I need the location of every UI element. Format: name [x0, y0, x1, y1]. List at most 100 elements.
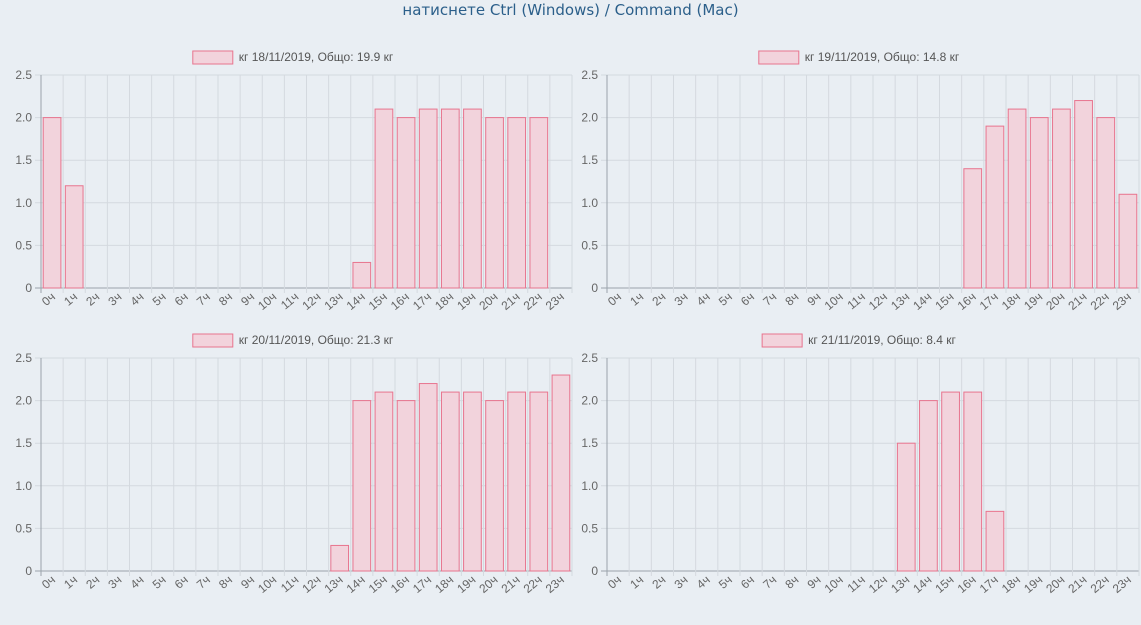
- x-tick-label: 10ч: [822, 573, 846, 596]
- x-tick-label: 7ч: [194, 573, 213, 592]
- bar-16ч[interactable]: [396, 117, 416, 289]
- x-tick-label: 21ч: [1065, 290, 1089, 313]
- bar-22ч[interactable]: [529, 391, 549, 572]
- x-tick-label: 15ч: [932, 573, 956, 596]
- bar-21ч[interactable]: [1074, 100, 1093, 289]
- bar-16ч[interactable]: [396, 400, 416, 572]
- bar-16ч[interactable]: [963, 391, 983, 572]
- x-tick-label: 16ч: [388, 290, 412, 313]
- chart-1: 00.51.01.52.02.50ч 1ч 2ч 3ч 4ч 5ч 6ч 7ч 8ч 9ч10ч1…: [15, 50, 573, 313]
- x-tick-label: 12ч: [866, 573, 890, 596]
- x-tick-label: 18ч: [999, 290, 1023, 313]
- x-tick-label: 13ч: [888, 573, 912, 596]
- bar-23ч[interactable]: [1118, 193, 1138, 289]
- x-tick-label: 5ч: [716, 573, 735, 592]
- x-tick-label: 6ч: [738, 573, 757, 592]
- bar-14ч[interactable]: [352, 261, 372, 289]
- x-tick-label: 9ч: [805, 573, 824, 592]
- x-tick-label: 5ч: [150, 573, 169, 592]
- x-tick-label: 23ч: [543, 573, 567, 596]
- x-tick-label: 14ч: [910, 573, 934, 596]
- x-tick-label: 6ч: [172, 290, 191, 309]
- x-tick-label: 23ч: [1110, 573, 1134, 596]
- bar-17ч[interactable]: [418, 108, 438, 289]
- x-tick-label: 0ч: [39, 290, 58, 309]
- x-tick-label: 4ч: [128, 290, 147, 309]
- bar-14ч[interactable]: [352, 400, 372, 572]
- x-tick-label: 4ч: [694, 290, 713, 309]
- bar-21ч[interactable]: [507, 391, 527, 572]
- x-tick-label: 6ч: [738, 290, 757, 309]
- bar-21ч[interactable]: [507, 117, 527, 289]
- x-tick-label: 6ч: [172, 573, 191, 592]
- x-tick-label: 10ч: [255, 290, 279, 313]
- x-tick-label: 23ч: [1110, 290, 1134, 313]
- bar-15ч[interactable]: [941, 391, 960, 572]
- legend-swatch[interactable]: [758, 50, 800, 65]
- bar-22ч[interactable]: [1096, 117, 1116, 289]
- bar-17ч[interactable]: [985, 125, 1005, 289]
- x-tick-label: 18ч: [999, 573, 1023, 596]
- x-tick-label: 4ч: [694, 573, 713, 592]
- x-tick-label: 17ч: [410, 290, 434, 313]
- bar-20ч[interactable]: [485, 400, 504, 572]
- x-tick-label: 14ч: [344, 573, 368, 596]
- x-tick-label: 14ч: [344, 290, 368, 313]
- x-tick-label: 17ч: [977, 573, 1001, 596]
- y-tick-label: 0.5: [581, 238, 598, 252]
- bar-17ч[interactable]: [418, 383, 438, 572]
- x-tick-label: 20ч: [1043, 290, 1067, 313]
- bar-22ч[interactable]: [529, 117, 549, 289]
- bar-17ч[interactable]: [985, 510, 1005, 572]
- bar-20ч[interactable]: [1052, 108, 1071, 289]
- legend-swatch[interactable]: [192, 50, 234, 65]
- x-tick-label: 20ч: [476, 573, 500, 596]
- bar-20ч[interactable]: [485, 117, 504, 289]
- x-tick-label: 9ч: [805, 290, 824, 309]
- legend-swatch[interactable]: [192, 333, 234, 348]
- y-tick-label: 2.5: [581, 351, 598, 365]
- legend-label: кг 21/11/2019, Общо: 8.4 кг: [808, 333, 956, 347]
- y-tick-label: 0: [591, 564, 598, 578]
- x-tick-label: 15ч: [366, 573, 390, 596]
- bar-14ч[interactable]: [919, 400, 938, 572]
- x-tick-label: 3ч: [105, 573, 124, 592]
- x-tick-label: 1ч: [61, 290, 80, 309]
- bar-19ч[interactable]: [463, 108, 482, 289]
- chart-4: 00.51.01.52.02.50ч 1ч 2ч 3ч 4ч 5ч 6ч 7ч 8ч 9ч10ч1…: [581, 333, 1140, 596]
- bar-13ч[interactable]: [330, 544, 350, 572]
- legend-swatch[interactable]: [761, 333, 803, 348]
- bar-18ч[interactable]: [1007, 108, 1027, 289]
- y-tick-label: 2.5: [581, 68, 598, 82]
- x-tick-label: 17ч: [977, 290, 1001, 313]
- legend-label: кг 20/11/2019, Общо: 21.3 кг: [239, 333, 394, 347]
- bar-13ч[interactable]: [896, 442, 916, 572]
- bar-23ч[interactable]: [551, 374, 571, 572]
- bar-15ч[interactable]: [374, 391, 394, 572]
- x-tick-label: 9ч: [238, 290, 257, 309]
- y-tick-label: 1.5: [15, 436, 32, 450]
- x-tick-label: 20ч: [476, 290, 500, 313]
- y-tick-label: 2.0: [581, 111, 598, 125]
- bar-18ч[interactable]: [440, 391, 460, 572]
- x-tick-label: 8ч: [782, 290, 801, 309]
- x-tick-label: 11ч: [278, 290, 301, 313]
- y-tick-label: 1.0: [581, 196, 598, 210]
- x-tick-label: 0ч: [605, 290, 624, 309]
- bar-16ч[interactable]: [963, 168, 983, 289]
- legend-label: кг 19/11/2019, Общо: 14.8 кг: [805, 50, 960, 64]
- bar-0ч[interactable]: [42, 117, 62, 289]
- x-tick-label: 22ч: [1088, 290, 1112, 313]
- bar-19ч[interactable]: [1029, 117, 1049, 289]
- bar-19ч[interactable]: [463, 391, 482, 572]
- x-tick-label: 16ч: [955, 290, 979, 313]
- x-tick-label: 3ч: [105, 290, 124, 309]
- x-tick-label: 13ч: [322, 290, 346, 313]
- bar-1ч[interactable]: [64, 185, 84, 289]
- bar-15ч[interactable]: [374, 108, 394, 289]
- x-tick-label: 16ч: [388, 573, 412, 596]
- x-tick-label: 15ч: [932, 290, 956, 313]
- bar-18ч[interactable]: [440, 108, 460, 289]
- y-tick-label: 2.0: [15, 111, 32, 125]
- x-tick-label: 19ч: [1021, 290, 1045, 313]
